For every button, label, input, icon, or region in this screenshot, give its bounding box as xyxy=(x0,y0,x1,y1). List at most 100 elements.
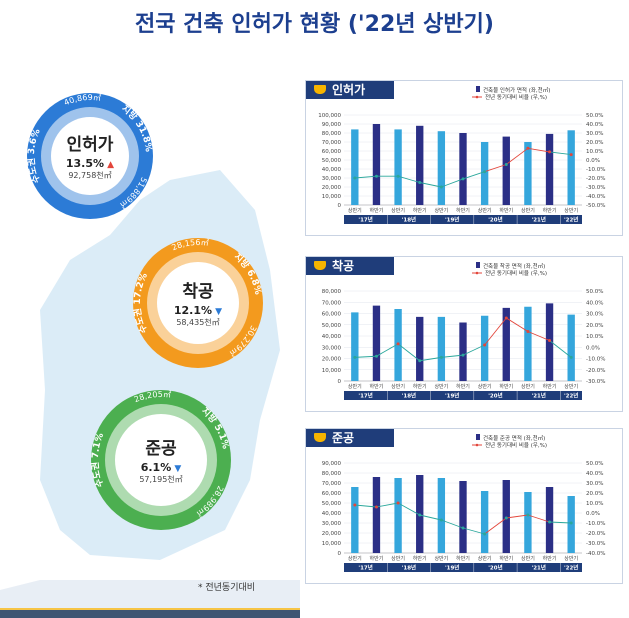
bar xyxy=(394,129,402,205)
donut-rate-value: 12.1% xyxy=(173,304,213,317)
series-line-segment xyxy=(354,355,377,358)
bar xyxy=(480,491,489,553)
y2-tick-label: -50.0% xyxy=(586,203,605,209)
bar xyxy=(351,312,359,381)
y2-tick-label: 0.0% xyxy=(586,511,600,517)
y-tick-label: 30,000 xyxy=(322,176,342,182)
y-tick-label: 20,000 xyxy=(322,531,342,537)
line-point xyxy=(418,513,422,517)
footnote: * 전년동기대비 xyxy=(198,583,256,593)
donut-rate: 13.5% ▲ xyxy=(51,157,129,170)
y2-tick-label: -20.0% xyxy=(586,176,605,182)
legend-swatch-bars xyxy=(476,262,480,268)
series-line-segment xyxy=(527,331,550,341)
series-line-segment xyxy=(441,178,464,188)
bar xyxy=(545,303,554,381)
year-label: '17년 xyxy=(358,392,372,400)
line-point xyxy=(483,170,487,174)
legend-line-label: 전년 동기대비 비율 (우,%) xyxy=(485,269,547,277)
donut-title: 착공 xyxy=(182,282,214,302)
line-point xyxy=(439,355,443,359)
donut-center xyxy=(157,262,239,344)
x-tick-label: 상반기 xyxy=(478,383,492,390)
series-line-segment xyxy=(397,175,420,183)
bar xyxy=(416,316,424,381)
y-tick-label: 90,000 xyxy=(322,122,342,128)
chart-card-permit-header: 인허가 xyxy=(306,81,394,99)
x-tick-label: 하반기 xyxy=(413,207,427,214)
year-label: '18년 xyxy=(402,564,416,572)
year-label: '21년 xyxy=(532,216,546,224)
y-tick-label: 60,000 xyxy=(322,312,342,318)
y2-tick-label: 50.0% xyxy=(586,461,603,467)
x-tick-label: 하반기 xyxy=(370,383,384,390)
donut-start-label: 착공 12.1% ▼ 58,435천㎡ xyxy=(157,277,239,328)
year-label: '18년 xyxy=(402,216,416,224)
page-title: 전국 건축 인허가 현황 ('22년 상반기) xyxy=(135,12,494,37)
y-tick-label: 20,000 xyxy=(322,357,342,363)
line-point xyxy=(418,181,422,184)
y2-tick-label: 0.0% xyxy=(586,345,600,351)
y-tick-label: 40,000 xyxy=(322,167,342,173)
line-point xyxy=(461,353,465,357)
y2-tick-label: 20.0% xyxy=(586,491,603,497)
line-point xyxy=(461,526,465,530)
x-tick-label: 하반기 xyxy=(370,555,384,562)
x-tick-label: 상반기 xyxy=(348,383,362,390)
y2-tick-label: 40.0% xyxy=(586,300,603,306)
series-line-segment xyxy=(527,514,550,523)
y2-tick-label: -30.0% xyxy=(586,185,605,191)
y-tick-label: 100,000 xyxy=(318,113,341,119)
y2-tick-label: 30.0% xyxy=(586,131,603,137)
series-line-segment xyxy=(549,521,572,524)
y-tick-label: 0 xyxy=(338,551,342,557)
chart-title-permit: 인허가 xyxy=(332,83,366,97)
legend-bars-label: 건축물 준공 면적 (좌,천㎡) xyxy=(483,434,545,442)
bar xyxy=(567,130,575,205)
bar xyxy=(502,480,510,553)
y-tick-label: 70,000 xyxy=(322,140,342,146)
donut-rate-value: 13.5% xyxy=(65,157,105,170)
x-tick-label: 하반기 xyxy=(413,555,427,562)
series-line-segment xyxy=(506,147,529,165)
donut-total: 57,195천㎡ xyxy=(139,475,183,484)
y2-tick-label: -10.0% xyxy=(586,521,605,527)
y2-tick-label: 20.0% xyxy=(586,140,603,146)
donut-title: 준공 xyxy=(145,439,177,459)
y2-tick-label: 10.0% xyxy=(586,334,603,340)
y-tick-label: 30,000 xyxy=(322,521,342,527)
y-tick-label: 80,000 xyxy=(322,131,342,137)
x-tick-label: 상반기 xyxy=(521,207,535,214)
bar xyxy=(416,125,424,205)
legend-bars-label: 건축물 착공 면적 (좌,천㎡) xyxy=(483,262,545,270)
y2-tick-label: 30.0% xyxy=(586,481,603,487)
arrow-down-icon: ▼ xyxy=(171,464,182,474)
bar xyxy=(524,306,532,381)
series-line-segment xyxy=(419,356,442,362)
x-tick-label: 하반기 xyxy=(499,207,513,214)
series-line-segment xyxy=(397,502,420,516)
chart-permit: 건축물 인허가 면적 (좌,천㎡)전년 동기대비 비율 (우,%) 0 10,000… xyxy=(318,86,605,224)
donut-rate-value: 6.1% xyxy=(140,461,172,474)
x-tick-label: 하반기 xyxy=(456,207,470,214)
series-line-segment xyxy=(441,354,464,358)
line-point xyxy=(418,359,422,363)
series-line-segment xyxy=(527,147,550,153)
series-line-segment xyxy=(354,504,377,508)
donut-total: 92,758천㎡ xyxy=(68,171,112,180)
line-point xyxy=(374,505,378,509)
y-tick-label: 10,000 xyxy=(322,368,342,374)
bar xyxy=(459,133,467,205)
year-band xyxy=(344,563,582,572)
series-line-segment xyxy=(419,514,442,521)
y2-tick-label: -10.0% xyxy=(586,167,605,173)
series-line-segment xyxy=(506,514,528,519)
line-point xyxy=(526,513,530,517)
year-label: '22년 xyxy=(564,392,578,400)
donut-title: 인허가 xyxy=(66,135,114,155)
line-point xyxy=(439,185,443,189)
y2-tick-label: -30.0% xyxy=(586,379,605,385)
bar xyxy=(437,316,446,381)
